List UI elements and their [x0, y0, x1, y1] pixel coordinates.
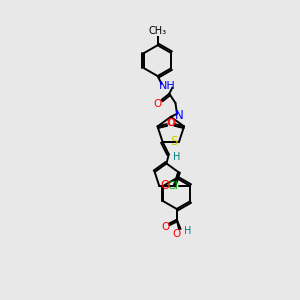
- Text: CH₃: CH₃: [148, 26, 167, 36]
- Text: O: O: [161, 179, 170, 192]
- Text: O: O: [161, 222, 169, 233]
- Text: H: H: [173, 152, 180, 162]
- Text: O: O: [167, 118, 175, 128]
- Text: S: S: [170, 135, 177, 148]
- Text: Cl: Cl: [167, 181, 178, 191]
- Text: O: O: [166, 118, 174, 128]
- Text: H: H: [184, 226, 191, 236]
- Text: O: O: [172, 229, 181, 238]
- Text: O: O: [154, 99, 162, 109]
- Text: NH: NH: [159, 81, 176, 91]
- Text: N: N: [175, 109, 184, 122]
